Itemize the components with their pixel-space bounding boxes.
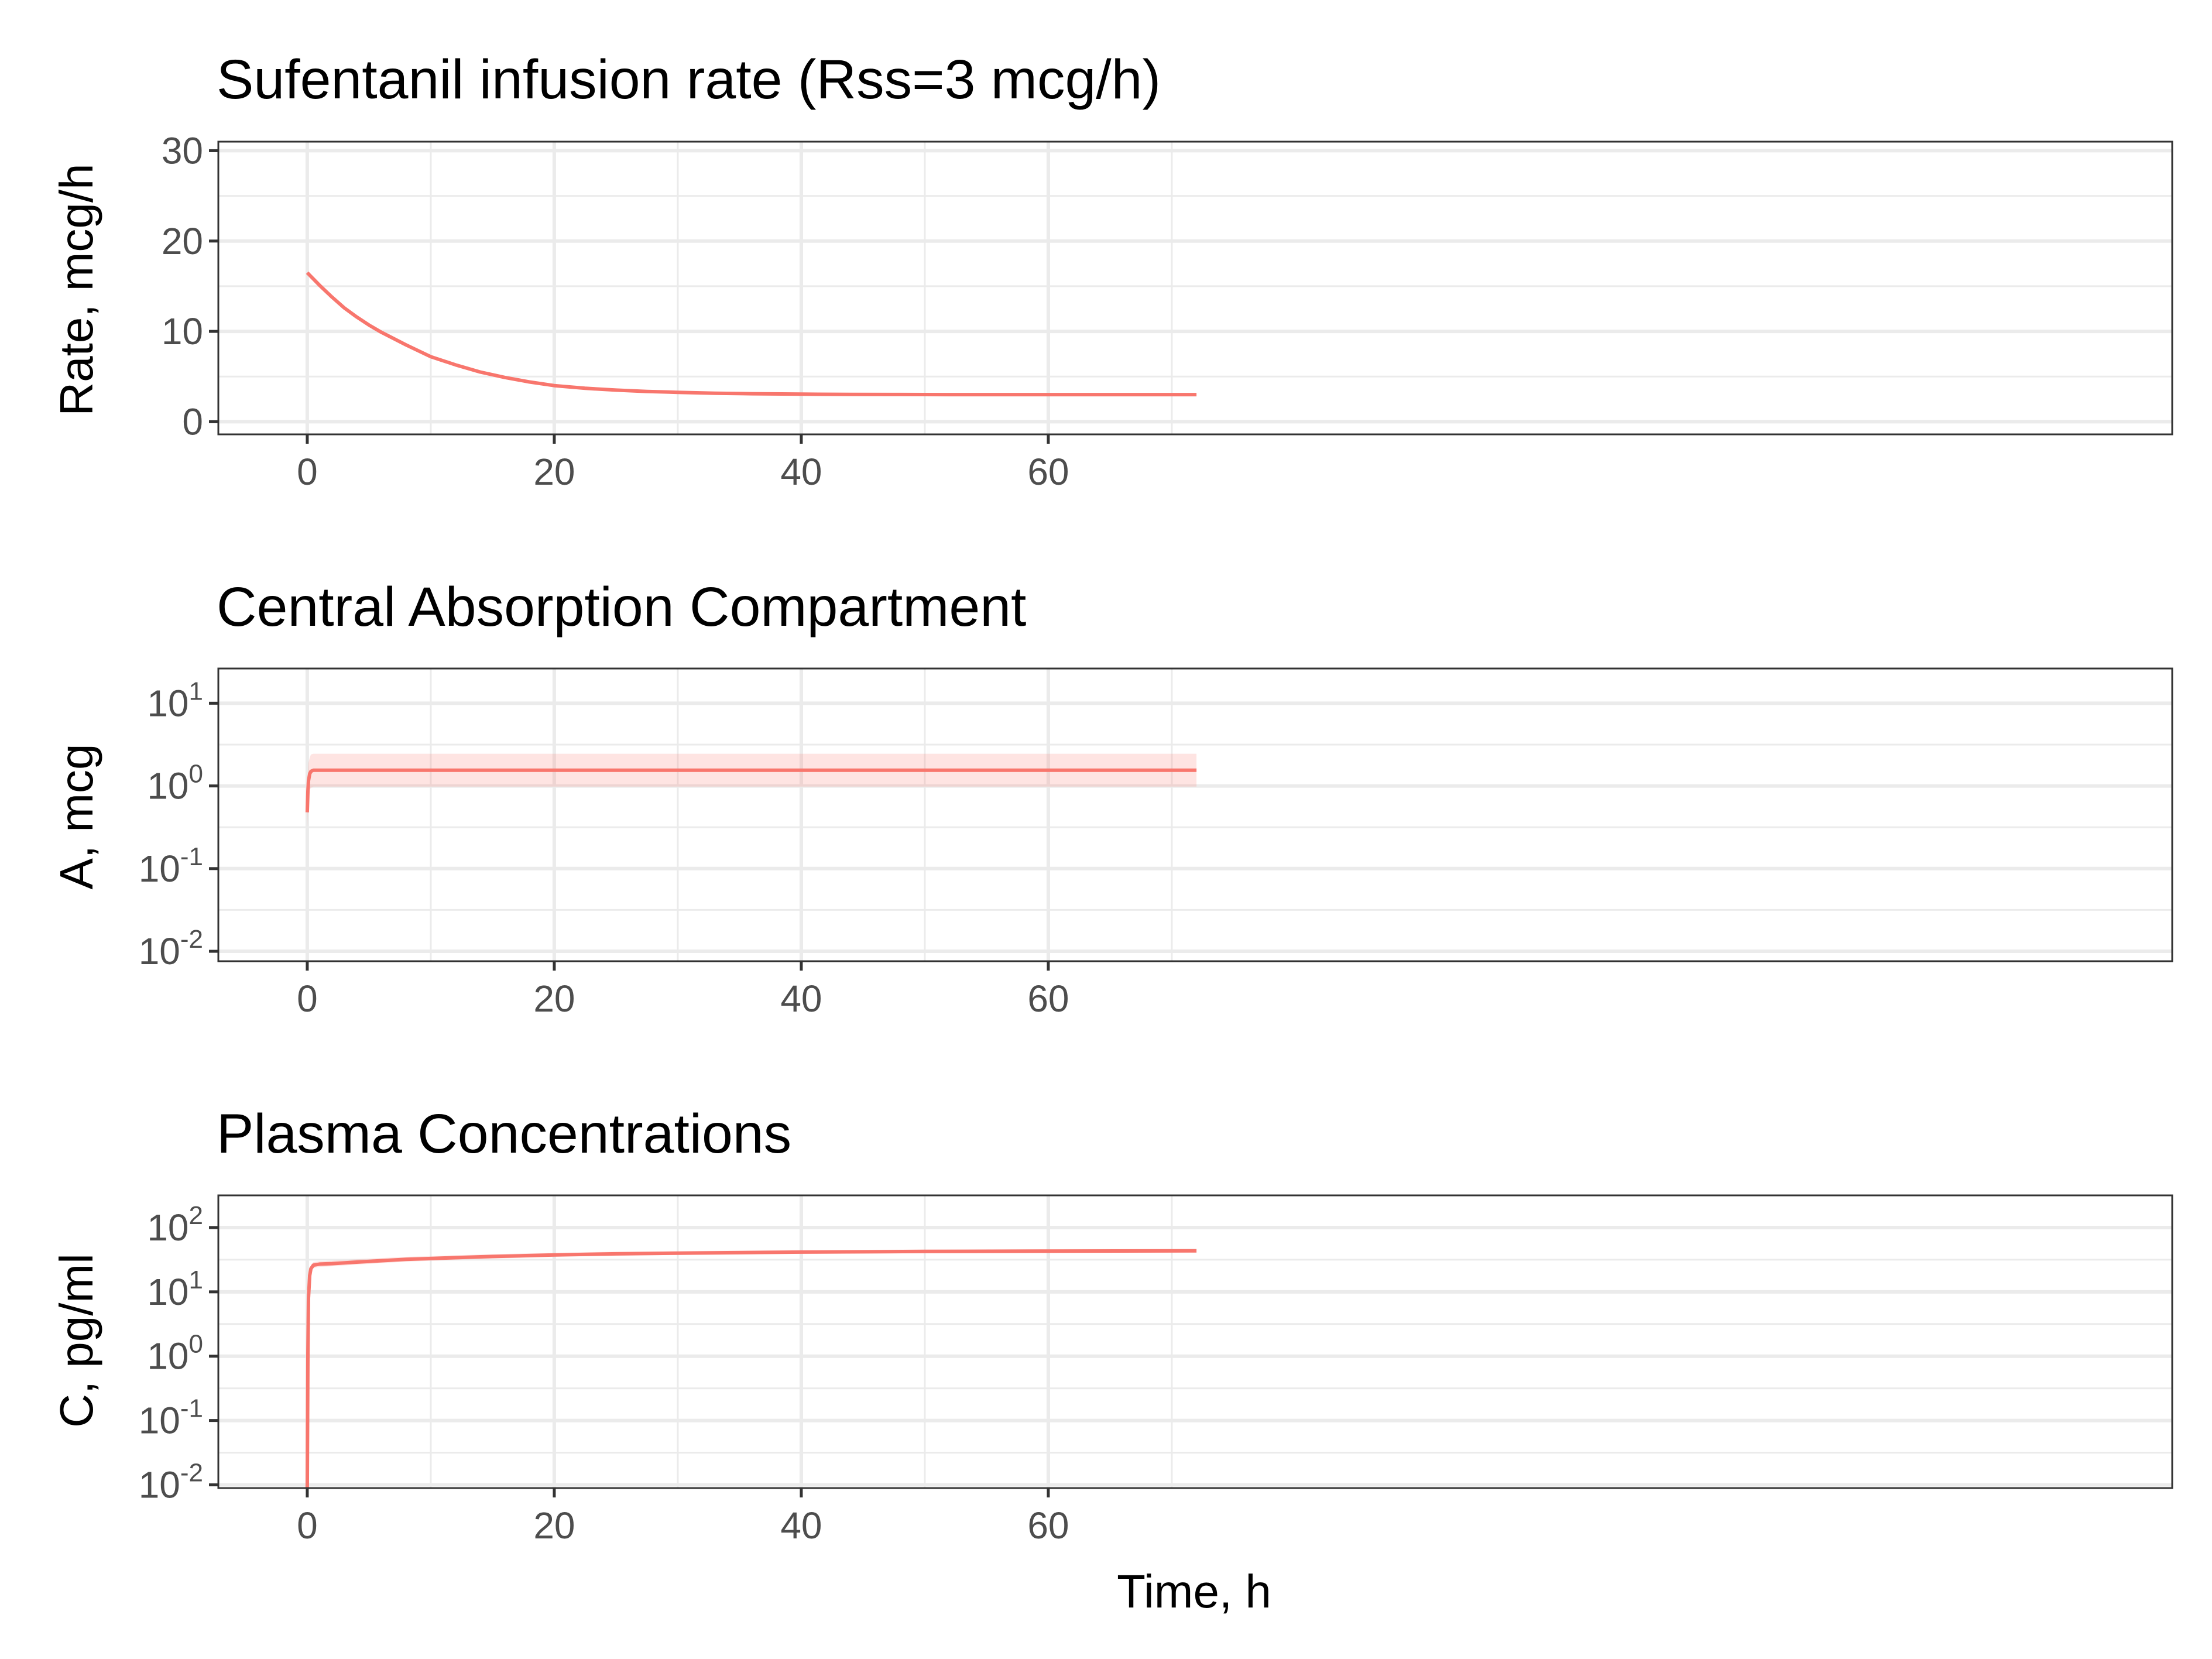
y-tick-label: 101: [147, 1266, 203, 1313]
plot-area-rate: 0 10 20 30 0 20 40 60: [162, 129, 2173, 493]
x-tick-label: 0: [297, 1504, 318, 1547]
y-tick-label: 102: [147, 1201, 203, 1249]
x-tick-label: 60: [1027, 451, 1069, 493]
x-tick-label: 40: [780, 978, 822, 1020]
panel-border: [217, 667, 2173, 962]
series-line: [305, 768, 1197, 813]
y-tick-label: 100: [147, 760, 203, 807]
x-tick-label: 20: [533, 1504, 575, 1547]
plot-area-absorption: 10-2 10-1 100 101 0 20 40 60: [139, 667, 2173, 1020]
x-tick-label: 40: [780, 451, 822, 493]
data-layer: [305, 753, 1197, 829]
plot-background: [218, 1195, 2172, 1488]
x-tick-label: 20: [533, 451, 575, 493]
series-line: [306, 271, 1197, 397]
data-layer: [305, 1249, 1197, 1488]
y-tick-label: 101: [147, 677, 203, 724]
plot-area-plasma: 10-2 10-1 100 101 102 0 20 40 60: [139, 1194, 2173, 1547]
data-layer: [306, 271, 1197, 397]
y-axis-title-rate: Rate, mcg/h: [50, 163, 102, 416]
panel-title-absorption: Central Absorption Compartment: [217, 576, 1026, 638]
y-tick-label: 10-2: [139, 1459, 203, 1506]
panel-rate: Sufentanil infusion rate (Rss=3 mcg/h) R…: [50, 49, 2173, 493]
y-tick-label: 30: [162, 129, 203, 172]
y-tick-label: 10-1: [139, 1394, 203, 1442]
y-tick-label: 10-1: [139, 842, 203, 890]
y-tick-label: 100: [147, 1330, 203, 1377]
panel-border: [217, 140, 2173, 436]
panel-plasma: Plasma Concentrations C, pg/ml 10-210-11…: [50, 1103, 2173, 1617]
x-tick-label: 0: [297, 451, 318, 493]
y-tick-label: 20: [162, 220, 203, 262]
y-axis-title-absorption: A, mcg: [50, 744, 102, 890]
plot-background: [218, 669, 2172, 961]
x-tick-label: 60: [1027, 978, 1069, 1020]
y-axis-title-plasma: C, pg/ml: [50, 1253, 102, 1428]
x-tick-label: 0: [297, 978, 318, 1020]
panel-title-rate: Sufentanil infusion rate (Rss=3 mcg/h): [217, 49, 1161, 111]
y-tick-label: 10-2: [139, 925, 203, 972]
y-tick-label: 0: [182, 400, 203, 443]
x-axis-title-time: Time, h: [1117, 1565, 1271, 1617]
panel-title-plasma: Plasma Concentrations: [217, 1103, 791, 1165]
plot-background: [218, 142, 2172, 434]
x-tick-label: 40: [780, 1504, 822, 1547]
series-ribbon: [307, 753, 1197, 829]
series-line: [305, 1249, 1197, 1488]
x-tick-label: 20: [533, 978, 575, 1020]
panel-border: [217, 1194, 2173, 1489]
y-tick-label: 10: [162, 310, 203, 352]
panel-absorption: Central Absorption Compartment A, mcg 10…: [50, 576, 2173, 1020]
x-tick-label: 60: [1027, 1504, 1069, 1547]
